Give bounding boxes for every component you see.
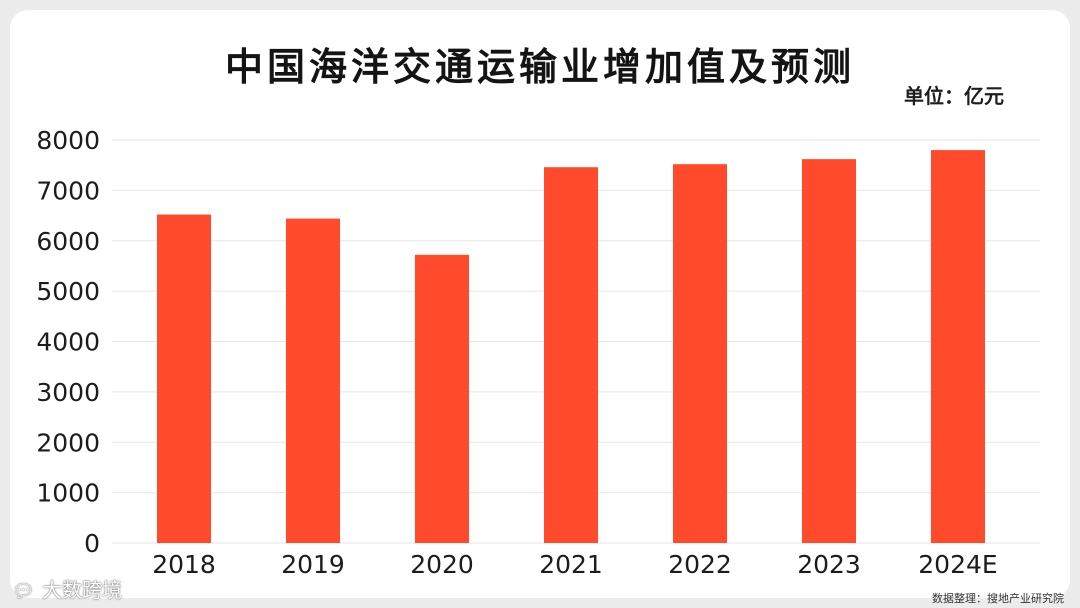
source-note: 数据整理：搜地产业研究院 [932,592,1064,605]
bar [157,214,211,543]
bar [673,164,727,543]
bar [931,150,985,543]
y-tick-label: 8000 [36,126,100,155]
x-tick-label: 2024E [918,550,997,579]
bar [415,254,469,544]
brand-label: 大数跨境 [42,578,122,602]
x-tick-label: 2018 [152,550,216,579]
bar [802,159,856,543]
x-tick-label: 2019 [281,550,345,579]
y-tick-label: 2000 [36,428,100,457]
x-tick-label: 2023 [797,550,861,579]
y-tick-label: 3000 [36,378,100,407]
bar [544,167,598,543]
y-tick-label: 1000 [36,479,100,508]
chart-title: 中国海洋交通运输业增加值及预测 [224,45,855,89]
chat-bubble-icon: 💬︎ [12,581,35,602]
y-tick-label: 0 [84,529,100,558]
x-tick-label: 2021 [539,550,603,579]
brand-watermark: 💬︎ 大数跨境 [12,574,122,603]
bar [286,218,340,543]
x-tick-label: 2020 [410,550,474,579]
x-tick-label: 2022 [668,550,732,579]
unit-label: 单位：亿元 [904,84,1004,108]
y-tick-label: 7000 [36,176,100,205]
y-tick-label: 5000 [36,277,100,306]
y-tick-label: 4000 [36,328,100,357]
y-tick-label: 6000 [36,227,100,256]
